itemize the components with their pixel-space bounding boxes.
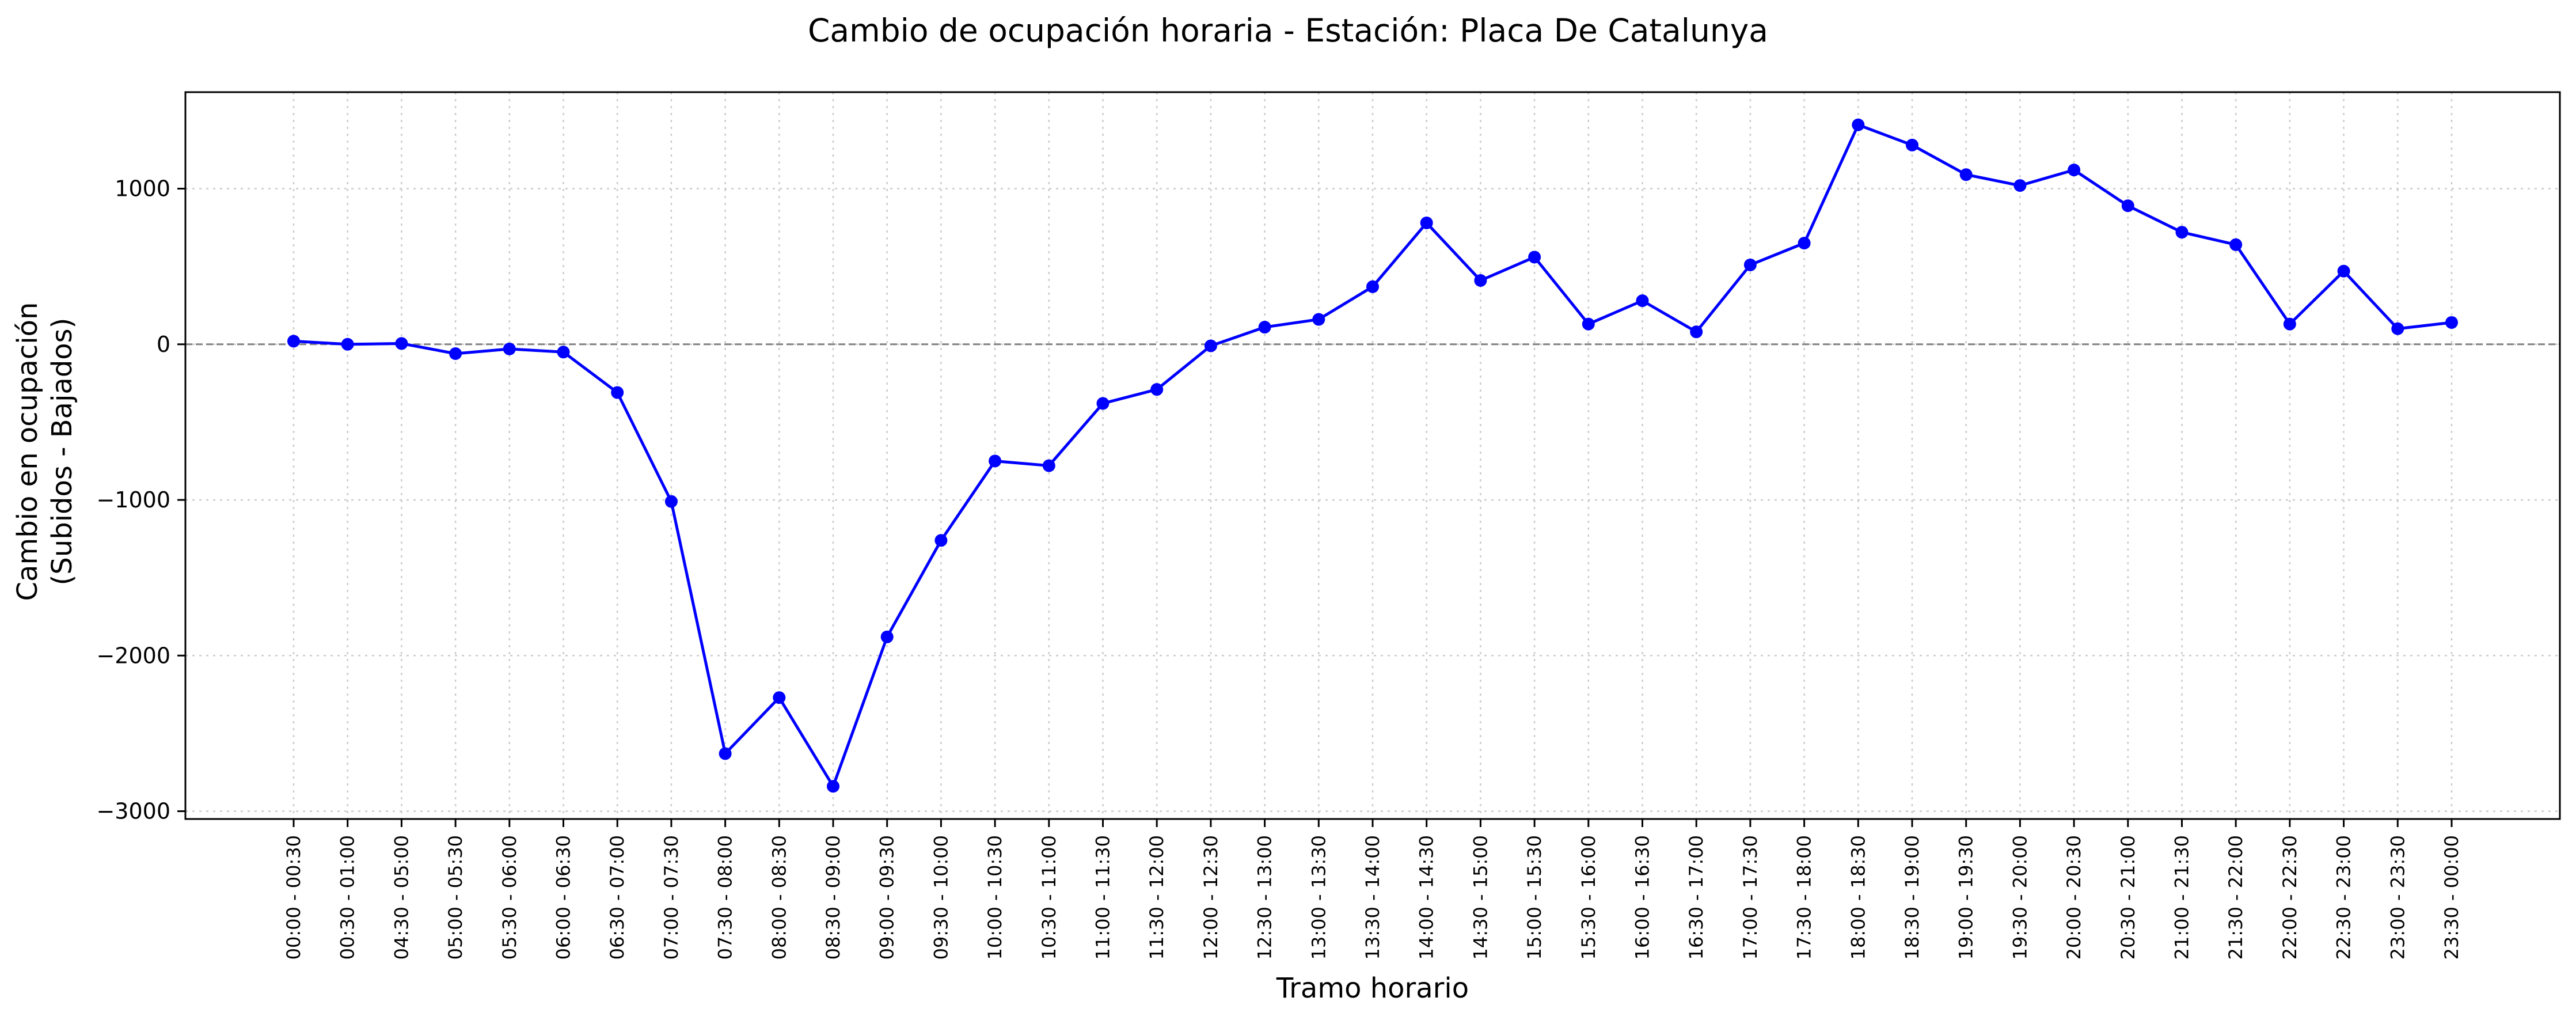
data-point [503,342,516,355]
x-tick-label: 22:00 - 22:30 [2279,835,2301,960]
x-tick-label: 15:30 - 16:00 [1578,835,1599,960]
data-point [1528,251,1541,264]
data-point [1798,237,1811,250]
data-point [2121,199,2134,213]
x-tick-label: 20:00 - 20:30 [2063,835,2085,960]
x-tick-label: 13:30 - 14:00 [1362,835,1384,960]
y-tick-label: −3000 [96,798,170,824]
x-tick-label: 05:30 - 06:00 [499,835,520,960]
x-tick-label: 07:00 - 07:30 [660,835,682,960]
y-axis-label-line-2: (Subidos - Bajados) [46,318,78,586]
x-tick-label: 06:00 - 06:30 [553,835,575,960]
x-tick-label: 22:30 - 23:00 [2333,835,2355,960]
data-point [1042,459,1055,472]
x-tick-label: 06:30 - 07:00 [606,835,628,960]
x-tick-label: 18:30 - 19:00 [1901,835,1923,960]
x-tick-label: 13:00 - 13:30 [1308,835,1329,960]
data-point [2337,264,2350,278]
data-point [989,454,1002,468]
data-point [1959,168,1973,181]
data-point [1636,294,1649,308]
x-tick-label: 11:00 - 11:30 [1092,835,1114,960]
x-tick-label: 16:00 - 16:30 [1632,835,1654,960]
x-tick-label: 14:00 - 14:30 [1416,835,1438,960]
data-point [1690,325,1703,339]
x-tick-label: 10:30 - 11:00 [1038,835,1060,960]
data-point [557,346,570,359]
data-point [827,780,839,793]
x-tick-label: 16:30 - 17:00 [1685,835,1707,960]
x-tick-label: 20:30 - 21:00 [2117,835,2139,960]
x-tick-label: 17:30 - 18:00 [1794,835,1815,960]
data-point [934,534,948,547]
y-tick-label: −1000 [96,487,170,513]
data-point [1582,317,1595,331]
data-point [719,747,732,760]
x-tick-label: 00:00 - 00:30 [283,835,305,960]
x-tick-label: 14:30 - 15:00 [1469,835,1491,960]
data-point [773,691,786,704]
x-tick-label: 18:00 - 18:30 [1847,835,1869,960]
y-tick-label: −2000 [96,643,170,668]
data-point [2445,316,2458,329]
data-point [880,630,894,643]
data-point [341,338,354,351]
x-tick-label: 09:30 - 10:00 [930,835,952,960]
x-tick-label: 12:00 - 12:30 [1200,835,1222,960]
data-point [2391,322,2404,335]
data-point [1366,280,1379,293]
plot-area [184,91,2561,820]
x-tick-label: 04:30 - 05:00 [390,835,412,960]
data-point [1312,313,1325,326]
data-point [395,337,408,350]
x-tick-label: 11:30 - 12:00 [1146,835,1168,960]
x-tick-label: 19:00 - 19:30 [1955,835,1977,960]
data-point [2229,238,2243,251]
data-point [2175,226,2189,239]
data-point [2283,317,2296,331]
x-tick-label: 10:00 - 10:30 [984,835,1006,960]
data-point [1906,138,1918,151]
y-axis: 1000 0 −1000 −2000 −3000 [96,176,185,824]
data-point [1852,118,1865,131]
y-axis-label-group: Cambio en ocupación (Subidos - Bajados) [12,302,78,601]
x-tick-label: 23:00 - 23:30 [2387,835,2408,960]
data-point [449,347,462,360]
data-point [1150,383,1164,396]
x-tick-label: 19:30 - 20:00 [2009,835,2031,960]
x-tick-label: 09:00 - 09:30 [876,835,898,960]
x-tick-label: 12:30 - 13:00 [1254,835,1276,960]
data-point [1258,321,1271,334]
grid [185,92,2560,819]
data-point [1420,216,1433,229]
chart-title: Cambio de ocupación horaria - Estación: … [808,12,1768,49]
x-tick-label: 07:30 - 08:00 [715,835,736,960]
x-tick-label: 17:00 - 17:30 [1739,835,1761,960]
x-tick-label: 08:00 - 08:30 [768,835,790,960]
data-point [1096,397,1110,410]
y-tick-label: 0 [157,332,170,357]
data-point [1204,339,1217,352]
data-point [2068,164,2081,177]
data-point [1474,274,1487,287]
x-tick-label: 21:00 - 21:30 [2171,835,2193,960]
data-point [1743,258,1757,271]
x-tick-label: 21:30 - 22:00 [2225,835,2247,960]
x-tick-label: 08:30 - 09:00 [822,835,844,960]
series-points [287,118,2458,793]
data-point [287,335,300,348]
x-tick-label: 23:30 - 00:00 [2441,835,2463,960]
y-tick-label: 1000 [115,176,170,202]
x-tick-label: 00:30 - 01:00 [337,835,359,960]
data-point [2013,179,2027,192]
x-axis-label: Tramo horario [1276,972,1469,1004]
y-axis-label-line-1: Cambio en ocupación [12,302,44,601]
x-tick-label: 05:00 - 05:30 [444,835,466,960]
x-tick-label: 15:00 - 15:30 [1523,835,1545,960]
data-point [664,495,678,508]
x-axis: 00:00 - 00:30 00:30 - 01:00 04:30 - 05:00 0… [283,819,2463,960]
data-point [611,386,624,399]
